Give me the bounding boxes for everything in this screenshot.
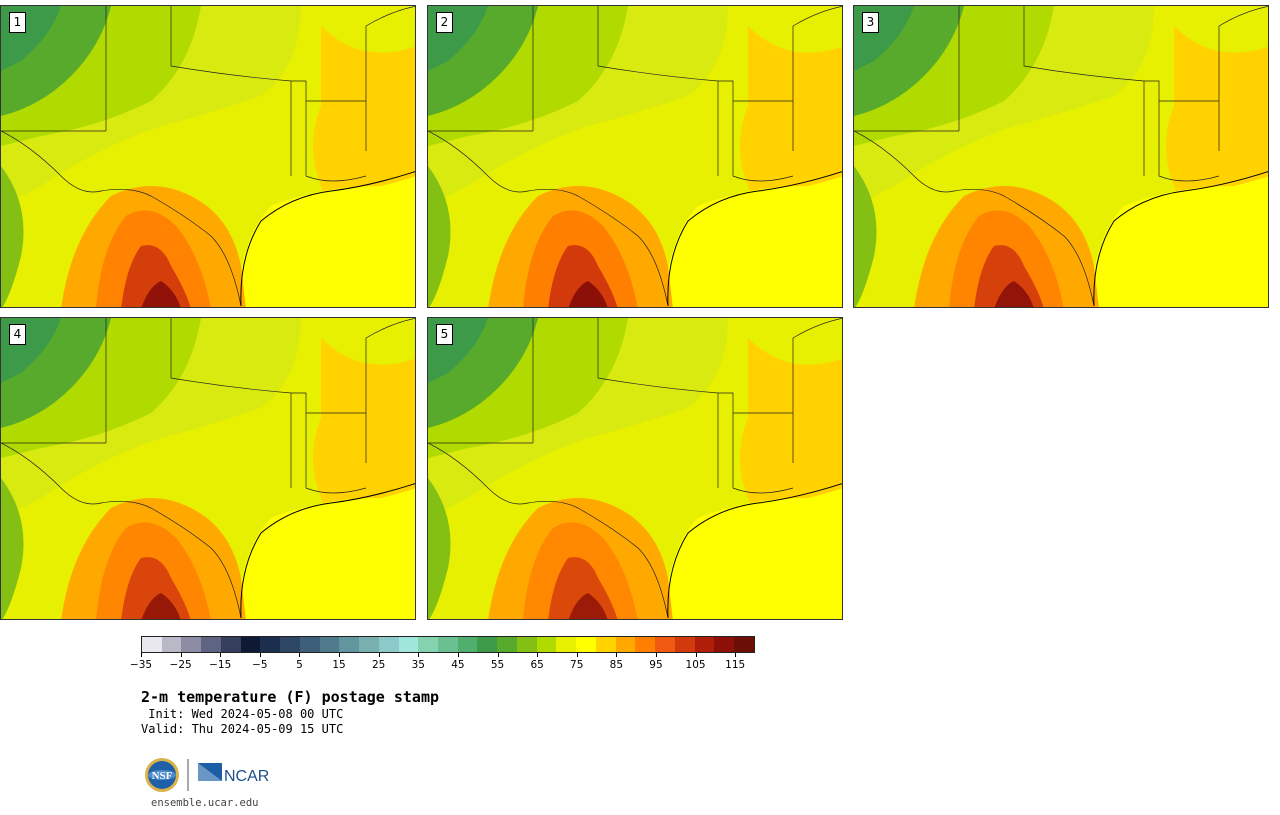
colorbar-segment [398,637,419,652]
colorbar-tick [695,653,697,657]
site-url: ensemble.ucar.edu [151,797,259,809]
colorbar-segment [438,637,458,652]
colorbar-segment [201,637,221,652]
colorbar-segment [497,637,517,652]
colorbar-segment [655,637,675,652]
colorbar-segment [516,637,537,652]
colorbar-segment [576,637,596,652]
colorbar-segment [181,637,202,652]
colorbar-segment [734,637,754,652]
colorbar-tick [497,653,499,657]
colorbar-tick-label: 95 [649,659,663,671]
colorbar-tick-label: 55 [490,659,505,671]
colorbar-tick [655,653,657,657]
colorbar-segment [142,637,162,652]
colorbar-tick [339,653,341,657]
svg-text:NCAR: NCAR [224,768,269,785]
colorbar-segment [418,637,439,652]
ncar-logo-icon: NCAR [198,763,269,785]
colorbar-ticks: −35 −25 −15 −5 5 15 25 35 45 55 65 75 85 95 105 115 [130,653,755,673]
colorbar-tick-label: 15 [332,659,346,671]
colorbar-tick-label: 65 [530,659,544,671]
colorbar-tick-label: 75 [570,659,584,671]
chart-title: 2-m temperature (F) postage stamp [141,688,440,706]
map-panel-5: 5 [427,317,843,620]
colorbar-tick [537,653,539,657]
colorbar-segment [714,637,735,652]
svg-text:NSF: NSF [152,770,173,782]
logos: NSF NCAR [144,755,284,795]
colorbar-segment [280,637,300,652]
colorbar-tick [378,653,380,657]
panel-number: 3 [862,12,879,33]
map-panel-2: 2 [427,5,843,308]
colorbar-tick [220,653,222,657]
colorbar-segment [299,637,320,652]
colorbar-tick [180,653,182,657]
colorbar-tick [576,653,578,657]
map-panel-3: 3 [853,5,1269,308]
colorbar-tick-label: 85 [609,659,624,671]
panel-number: 4 [9,324,26,345]
map-panel-1: 1 [0,5,416,308]
colorbar-segment [161,637,182,652]
nsf-logo-icon: NSF [145,758,179,792]
colorbar-tick [259,653,261,657]
colorbar-tick-label: 105 [685,659,706,671]
colorbar-segment [240,637,261,652]
colorbar-segment [477,637,498,652]
temperature-colorbar [141,636,755,653]
colorbar-tick-label: −25 [169,659,192,671]
colorbar-segment [536,637,557,652]
colorbar-tick-label: −5 [252,659,268,671]
colorbar-tick-label: 25 [371,659,386,671]
colorbar-tick [735,653,737,657]
colorbar-segment [378,637,399,652]
panel-number: 5 [436,324,453,345]
colorbar-tick-label: 35 [411,659,425,671]
colorbar-segment [635,637,656,652]
colorbar-tick [616,653,618,657]
colorbar-segment [319,637,340,652]
colorbar-tick [418,653,420,657]
panel-number: 1 [9,12,26,33]
colorbar-tick-label: −35 [129,659,153,671]
colorbar-segment [457,637,478,652]
colorbar-segment [359,637,379,652]
colorbar-segment [595,637,616,652]
colorbar-segment [220,637,241,652]
colorbar-tick-label: 5 [296,659,303,671]
init-time: Init: Wed 2024-05-08 00 UTC [141,707,344,721]
colorbar-tick-label: 115 [725,659,746,671]
colorbar-tick-label: −15 [209,659,232,671]
colorbar-tick [299,653,301,657]
colorbar-segment [556,637,577,652]
colorbar-tick [457,653,459,657]
colorbar-segment [674,637,695,652]
colorbar-tick [141,653,142,657]
valid-time: Valid: Thu 2024-05-09 15 UTC [141,722,344,736]
colorbar-segment [694,637,715,652]
colorbar-segment [615,637,636,652]
map-panel-4: 4 [0,317,416,620]
panel-number: 2 [436,12,453,33]
colorbar-segment [339,637,360,652]
colorbar-segment [260,637,281,652]
colorbar-tick-label: 45 [451,659,465,671]
